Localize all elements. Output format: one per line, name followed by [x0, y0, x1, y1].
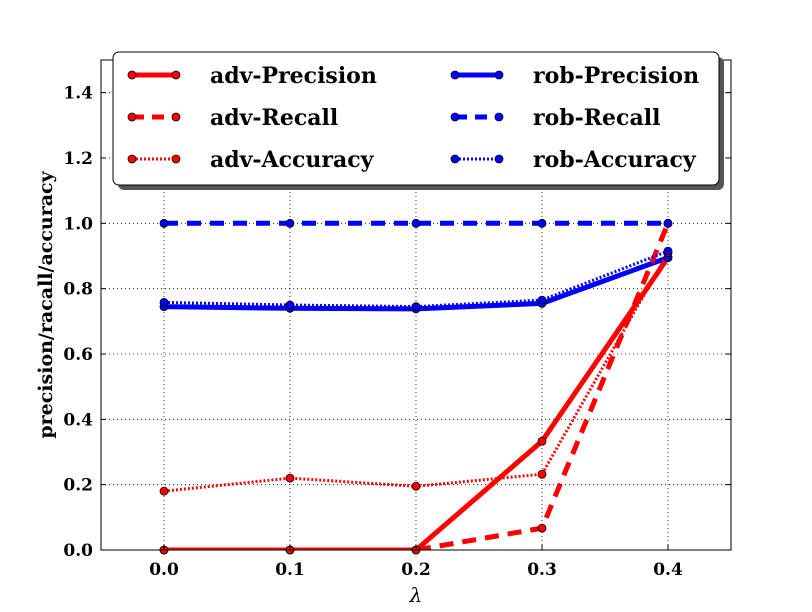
- data-point-adv-Accuracy: [285, 473, 295, 483]
- data-point-rob-Accuracy: [285, 300, 295, 310]
- x-tick-label: 0.4: [653, 560, 683, 580]
- y-tick-label: 1.2: [63, 149, 93, 169]
- legend-marker: [450, 70, 460, 80]
- series-line-adv-Precision: [164, 256, 671, 550]
- x-tick-label: 0.2: [401, 560, 431, 580]
- legend-label-adv-Recall: adv-Recall: [210, 105, 338, 131]
- legend-label-adv-Accuracy: adv-Accuracy: [210, 147, 375, 173]
- legend-label-rob-Accuracy: rob-Accuracy: [533, 147, 697, 173]
- y-tick-label: 0.2: [63, 476, 93, 496]
- legend-marker: [127, 154, 137, 164]
- legend-marker: [494, 70, 504, 80]
- legend-marker: [171, 112, 181, 122]
- legend-marker: [171, 154, 181, 164]
- data-point-rob-Recall: [537, 218, 547, 228]
- data-point-rob-Recall: [159, 218, 169, 228]
- legend-marker: [450, 154, 460, 164]
- y-tick-label: 0.0: [63, 541, 93, 561]
- legend-label-adv-Precision: adv-Precision: [210, 63, 377, 89]
- series-line-rob-Precision: [163, 255, 669, 312]
- data-point-adv-Precision: [537, 436, 547, 446]
- data-point-adv-Recall: [537, 523, 547, 533]
- axis-ticks: 0.0 0.1 0.2 0.3 0.4 0.0 0.2 0.4 0.6 0.8 1.0 1.2 1.4: [63, 60, 731, 580]
- legend-marker: [127, 70, 137, 80]
- legend-marker: [171, 70, 181, 80]
- data-point-adv-Accuracy: [411, 481, 421, 491]
- series-line-rob-Accuracy: [163, 249, 669, 309]
- data-point-rob-Recall: [285, 218, 295, 228]
- y-axis-label: precision/racall/accuracy: [35, 170, 57, 438]
- x-tick-label: 0.3: [527, 560, 557, 580]
- legend-marker: [494, 154, 504, 164]
- legend-box: [112, 51, 720, 186]
- legend-label-rob-Precision: rob-Precision: [533, 63, 699, 89]
- data-point-adv-Accuracy: [537, 469, 547, 479]
- marker-layer: [159, 218, 673, 555]
- x-axis-label: λ: [409, 583, 423, 607]
- y-tick-label: 0.6: [63, 345, 93, 365]
- series-line-adv-Recall: [164, 222, 671, 550]
- data-point-rob-Recall: [663, 218, 673, 228]
- x-tick-label: 0.0: [149, 560, 179, 580]
- legend-marker: [450, 112, 460, 122]
- data-point-rob-Accuracy: [663, 246, 673, 256]
- data-point-rob-Accuracy: [159, 297, 169, 307]
- data-point-rob-Accuracy: [537, 295, 547, 305]
- y-tick-label: 1.0: [63, 214, 93, 234]
- legend-label-rob-Recall: rob-Recall: [533, 105, 660, 131]
- legend-marker: [494, 112, 504, 122]
- data-point-rob-Recall: [411, 218, 421, 228]
- x-tick-label: 0.1: [275, 560, 305, 580]
- y-tick-label: 0.4: [63, 410, 93, 430]
- y-tick-label: 0.8: [63, 280, 93, 300]
- data-point-rob-Accuracy: [411, 302, 421, 312]
- legend-marker: [127, 112, 137, 122]
- legend: adv-Precision rob-Precision adv-Recall rob-…: [112, 51, 724, 190]
- y-tick-label: 1.4: [63, 84, 93, 104]
- data-point-adv-Accuracy: [159, 486, 169, 496]
